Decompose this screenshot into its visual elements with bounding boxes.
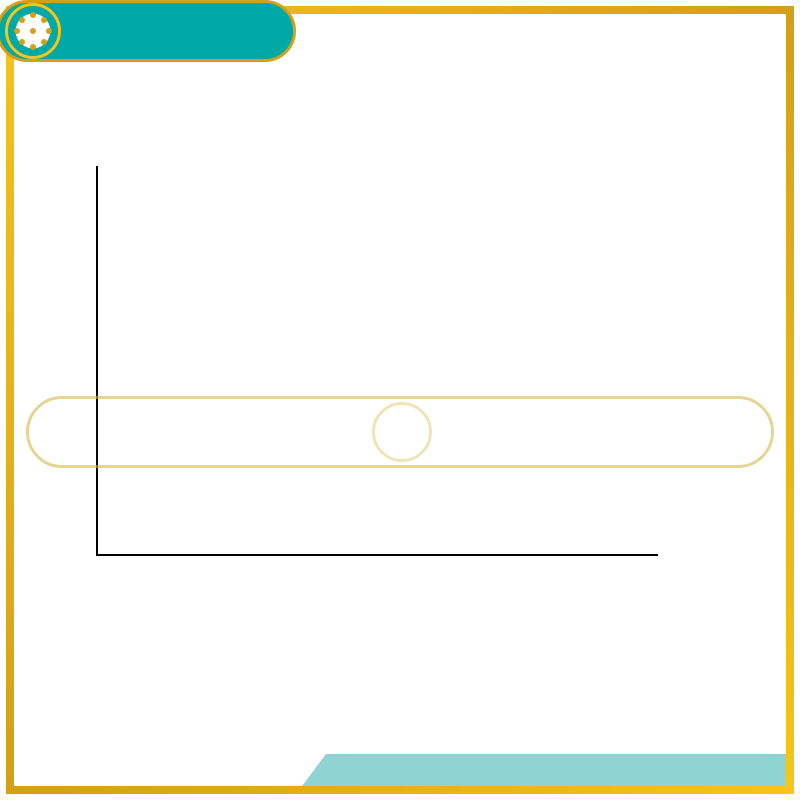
watermark xyxy=(26,396,774,468)
chart-svg xyxy=(98,166,398,316)
plot-area xyxy=(96,166,658,556)
wm-logo-icon xyxy=(372,402,432,462)
brand-logo-icon xyxy=(5,3,61,59)
brand-banner xyxy=(0,0,296,62)
footer-category xyxy=(326,754,786,786)
